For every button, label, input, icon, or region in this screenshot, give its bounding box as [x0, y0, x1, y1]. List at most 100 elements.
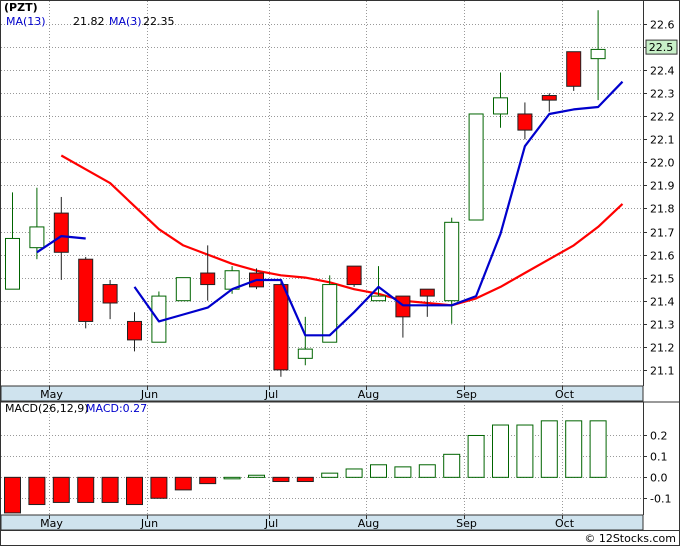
- candle-body: [322, 284, 338, 343]
- candle-body: [53, 212, 69, 253]
- ma13-line: [60, 154, 624, 307]
- candle-body: [273, 284, 289, 371]
- x-tick-label: Sep: [456, 388, 477, 401]
- watermark: © 12Stocks.com: [584, 532, 676, 545]
- price-y-tick-label: 21.9: [650, 180, 675, 193]
- macd-bar: [199, 476, 217, 485]
- price-y-tick-label: 22.3: [650, 88, 675, 101]
- candle-body: [346, 265, 362, 286]
- macd-bar: [248, 474, 265, 478]
- candle-body: [493, 97, 508, 115]
- macd-x-axis-band: [0, 514, 644, 531]
- price-y-tick-label: 21.8: [650, 203, 675, 216]
- macd-y-axis: -0.1 0.0 0.1 0.2: [643, 430, 671, 506]
- macd-y-tick-label: 0.1: [650, 451, 668, 464]
- candles: [5, 10, 606, 377]
- price-y-tick-label: 22.4: [650, 65, 675, 78]
- macd-bar: [223, 476, 241, 480]
- candle-body: [175, 277, 191, 302]
- x-tick-label: Aug: [358, 517, 379, 530]
- macd-params-label: MACD(26,12,9): [5, 402, 89, 415]
- macd-bar: [296, 476, 314, 483]
- price-x-axis-band: [0, 385, 644, 402]
- macd-panel-border: [0, 401, 680, 403]
- price-y-tick-label: 21.1: [650, 365, 675, 378]
- price-gridlines: [1, 1, 643, 386]
- candle-body: [590, 48, 606, 60]
- macd-bars: [4, 420, 607, 514]
- ma3-path: [36, 80, 624, 337]
- symbol-label: (PZT): [4, 1, 38, 14]
- candle-body: [102, 284, 118, 304]
- candle-body: [419, 288, 435, 297]
- macd-bar: [28, 476, 46, 506]
- macd-bar: [418, 464, 436, 478]
- price-y-tick-label: 22.6: [650, 19, 675, 32]
- x-tick-label: Jun: [140, 388, 158, 401]
- macd-y-tick-label: 0.2: [650, 430, 668, 443]
- candle-body: [566, 51, 582, 87]
- macd-bar: [370, 464, 387, 478]
- price-y-tick-label: 21.4: [650, 296, 675, 309]
- x-tick-label: Sep: [456, 517, 477, 530]
- candle-body: [29, 226, 45, 249]
- ma3-line: [36, 80, 624, 337]
- macd-y-tick-label: -0.1: [650, 493, 671, 506]
- price-y-tick-label: 21.5: [650, 273, 675, 286]
- x-tick-label: Jul: [264, 517, 278, 530]
- ma13-path: [60, 154, 624, 307]
- macd-bar: [345, 468, 363, 478]
- ma13-label: MA(13): [6, 15, 46, 28]
- macd-y-tick-label: 0.0: [650, 472, 668, 485]
- candle-body: [517, 113, 533, 131]
- macd-bar: [150, 476, 168, 499]
- price-y-tick-label: 21.6: [650, 250, 675, 263]
- candle-body: [78, 258, 94, 322]
- macd-bar: [52, 476, 70, 503]
- macd-bar: [77, 476, 95, 503]
- x-tick-label: Oct: [555, 388, 575, 401]
- last-price-flag: 22.5: [645, 39, 678, 55]
- x-tick-label: Aug: [358, 388, 379, 401]
- x-tick-label: Jul: [264, 388, 278, 401]
- candle-body: [541, 95, 557, 101]
- last-price-flag-box: [645, 39, 678, 55]
- macd-bar: [516, 424, 534, 478]
- macd-bar: [589, 420, 607, 478]
- x-tick-label: May: [40, 517, 63, 530]
- last-price-flag-text: 22.5: [649, 41, 674, 54]
- candle-body: [395, 295, 411, 318]
- macd-bar: [492, 424, 509, 478]
- macd-panel: -0.1 0.0 0.1 0.2 May Jun Jul Aug Sep Oct MACD(26…: [0, 401, 680, 531]
- candle-body: [297, 348, 313, 359]
- candle-body: [468, 113, 484, 221]
- macd-bar: [394, 466, 412, 478]
- price-plot-area: [1, 1, 643, 386]
- price-panel: 21.1 21.2 21.3 21.4 21.5 21.6 21.7 21.8 21.9 22.0…: [0, 1, 678, 402]
- price-x-axis: May Jun Jul Aug Sep Oct: [40, 386, 575, 401]
- macd-bar: [540, 420, 558, 478]
- price-y-tick-label: 21.2: [650, 342, 675, 355]
- macd-bar: [272, 476, 290, 483]
- x-tick-label: Jun: [140, 517, 158, 530]
- macd-bar: [101, 476, 119, 503]
- macd-bar: [467, 434, 485, 478]
- price-y-tick-label: 21.3: [650, 319, 675, 332]
- candle-body: [200, 272, 216, 286]
- macd-bar: [4, 476, 21, 514]
- candle-body: [371, 295, 386, 302]
- macd-bar: [443, 453, 461, 478]
- price-y-tick-label: 22.1: [650, 134, 675, 147]
- ma13-value: 21.82: [73, 15, 105, 28]
- macd-bar: [174, 476, 192, 491]
- price-y-tick-label: 22.0: [650, 157, 675, 170]
- x-tick-label: Oct: [555, 517, 575, 530]
- macd-bar: [321, 472, 339, 478]
- candle-body: [444, 221, 460, 302]
- ma3-value: 22.35: [143, 15, 175, 28]
- price-y-tick-label: 22.2: [650, 111, 675, 124]
- macd-value-label: MACD:0.27: [86, 402, 147, 415]
- macd-bar: [565, 420, 583, 478]
- price-y-tick-label: 21.7: [650, 227, 675, 240]
